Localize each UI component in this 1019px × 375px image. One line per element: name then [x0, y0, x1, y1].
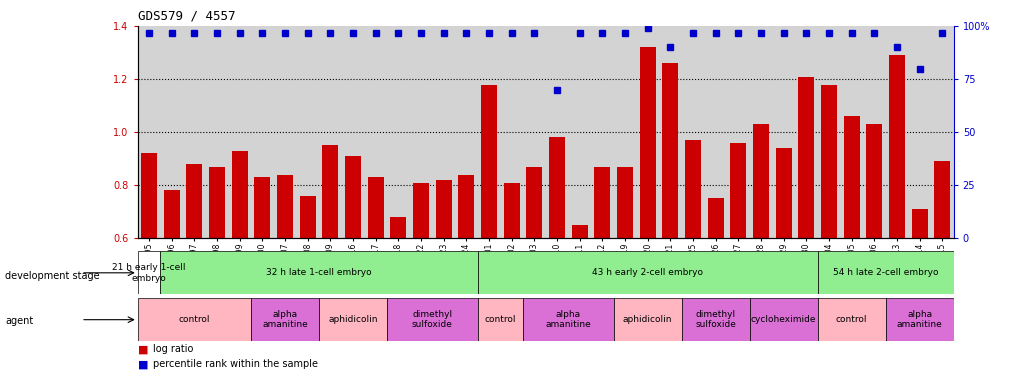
Bar	[843, 116, 859, 238]
Text: agent: agent	[5, 316, 34, 326]
Bar	[368, 177, 383, 238]
Bar	[548, 138, 565, 238]
Bar	[798, 76, 813, 238]
Bar	[186, 164, 202, 238]
Bar	[435, 180, 451, 238]
Text: aphidicolin: aphidicolin	[623, 315, 672, 324]
Text: control: control	[484, 315, 516, 324]
Bar	[481, 84, 496, 238]
Text: log ratio: log ratio	[153, 344, 194, 354]
Bar	[681, 298, 749, 341]
Bar	[613, 298, 681, 341]
Text: dimethyl
sulfoxide: dimethyl sulfoxide	[695, 310, 736, 329]
Text: control: control	[178, 315, 210, 324]
Bar	[639, 48, 655, 238]
Bar	[458, 175, 474, 238]
Text: alpha
amanitine: alpha amanitine	[262, 310, 308, 329]
Text: alpha
amanitine: alpha amanitine	[896, 310, 942, 329]
Bar	[752, 124, 768, 238]
Bar	[251, 298, 319, 341]
Text: control: control	[836, 315, 866, 324]
Bar	[209, 166, 225, 238]
Text: aphidicolin: aphidicolin	[328, 315, 377, 324]
Text: ■: ■	[138, 344, 148, 354]
Text: dimethyl
sulfoxide: dimethyl sulfoxide	[412, 310, 452, 329]
Text: alpha
amanitine: alpha amanitine	[545, 310, 591, 329]
Text: GDS579 / 4557: GDS579 / 4557	[138, 9, 235, 22]
Bar	[749, 298, 817, 341]
Bar	[933, 161, 950, 238]
Bar	[277, 175, 292, 238]
Text: 54 h late 2-cell embryo: 54 h late 2-cell embryo	[833, 268, 937, 278]
Bar	[477, 298, 523, 341]
Bar	[661, 63, 678, 238]
Text: development stage: development stage	[5, 271, 100, 280]
Bar	[390, 217, 406, 238]
Bar	[503, 183, 519, 238]
Bar	[616, 166, 633, 238]
Bar	[160, 251, 477, 294]
Bar	[164, 190, 179, 238]
Bar	[707, 198, 722, 238]
Bar	[231, 151, 248, 238]
Bar	[775, 148, 791, 238]
Bar	[817, 251, 953, 294]
Text: cycloheximide: cycloheximide	[750, 315, 815, 324]
Bar	[685, 140, 700, 238]
Bar	[865, 124, 881, 238]
Bar	[300, 196, 315, 238]
Bar	[526, 166, 542, 238]
Bar	[344, 156, 361, 238]
Bar	[820, 84, 837, 238]
Bar	[817, 298, 884, 341]
Bar	[730, 143, 746, 238]
Bar	[413, 183, 429, 238]
Bar	[138, 298, 251, 341]
Bar	[889, 56, 904, 238]
Bar	[594, 166, 609, 238]
Bar	[477, 251, 817, 294]
Bar	[138, 251, 160, 294]
Bar	[319, 298, 386, 341]
Bar	[386, 298, 477, 341]
Bar	[572, 225, 587, 238]
Text: ■: ■	[138, 359, 148, 369]
Bar	[254, 177, 270, 238]
Bar	[523, 298, 613, 341]
Text: percentile rank within the sample: percentile rank within the sample	[153, 359, 318, 369]
Bar	[884, 298, 953, 341]
Bar	[141, 153, 157, 238]
Text: 21 h early 1-cell
embryo: 21 h early 1-cell embryo	[112, 263, 185, 282]
Bar	[322, 146, 338, 238]
Text: 43 h early 2-cell embryo: 43 h early 2-cell embryo	[592, 268, 702, 278]
Text: 32 h late 1-cell embryo: 32 h late 1-cell embryo	[266, 268, 372, 278]
Bar	[911, 209, 926, 238]
